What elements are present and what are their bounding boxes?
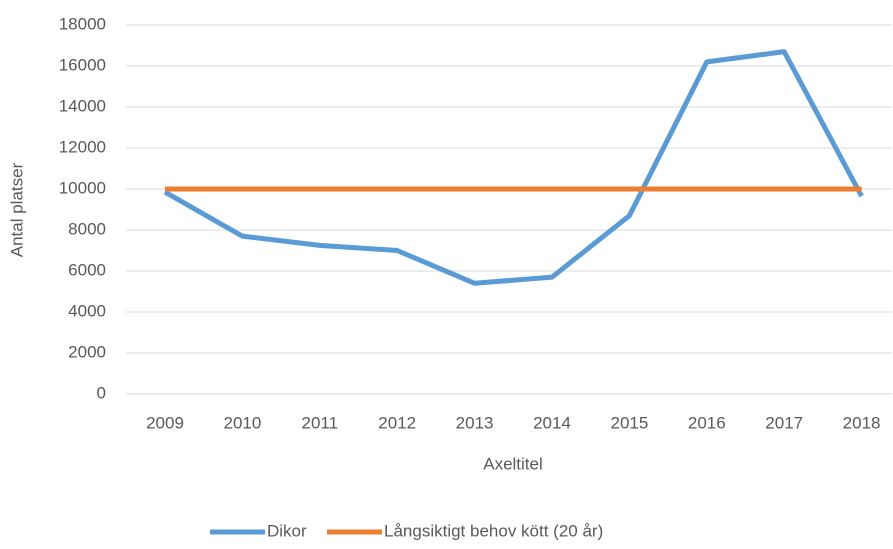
x-tick-label: 2012 [378,413,416,432]
x-axis-label: Axeltitel [483,454,543,473]
legend-label: Dikor [267,521,307,540]
y-tick-label: 2000 [68,342,106,361]
y-tick-label: 0 [97,383,106,402]
x-tick-label: 2015 [610,413,648,432]
y-tick-label: 8000 [68,219,106,238]
y-tick-label: 18000 [59,14,106,33]
x-tick-label: 2014 [533,413,571,432]
y-tick-label: 4000 [68,301,106,320]
y-tick-label: 12000 [59,137,106,156]
y-tick-label: 6000 [68,260,106,279]
y-tick-label: 16000 [59,55,106,74]
legend-label: Långsiktigt behov kött (20 år) [384,521,603,540]
x-tick-label: 2009 [146,413,184,432]
x-tick-label: 2017 [765,413,803,432]
y-tick-label: 10000 [59,178,106,197]
y-tick-label: 14000 [59,96,106,115]
series-line [163,49,864,286]
x-tick-label: 2010 [223,413,261,432]
x-tick-label: 2011 [302,413,339,432]
x-tick-label: 2018 [843,413,881,432]
y-axis-label: Antal platser [7,162,26,257]
x-tick-label: 2013 [456,413,494,432]
x-tick-label: 2016 [688,413,726,432]
